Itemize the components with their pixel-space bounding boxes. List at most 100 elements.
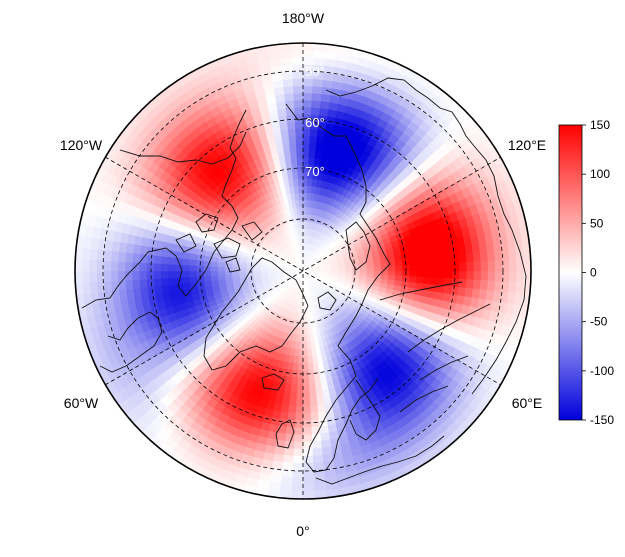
field-cell	[316, 398, 324, 406]
field-cell	[312, 100, 321, 108]
field-cell	[367, 267, 374, 271]
field-cell	[310, 399, 317, 407]
field-cell	[309, 143, 316, 151]
field-cell	[161, 256, 169, 264]
field-cell	[417, 265, 424, 271]
field-cell	[313, 455, 323, 463]
field-cell	[189, 277, 197, 283]
field-cell	[297, 157, 303, 164]
field-cell	[312, 93, 322, 101]
field-cell	[283, 79, 293, 87]
colorbar-tick-label: 150	[590, 118, 610, 132]
field-cell	[189, 265, 196, 271]
field-cell	[524, 271, 531, 283]
field-cell	[388, 271, 395, 276]
field-cell	[396, 271, 403, 276]
field-cell	[303, 492, 315, 499]
field-cell	[374, 267, 381, 271]
field-cell	[168, 264, 175, 271]
field-cell	[154, 255, 162, 263]
field-cell	[289, 136, 296, 144]
field-cell	[294, 93, 303, 100]
field-cell	[459, 254, 467, 263]
field-cell	[516, 271, 523, 283]
field-cell	[89, 260, 96, 271]
field-cell	[303, 406, 310, 413]
field-cell	[182, 271, 189, 277]
field-cell	[298, 178, 303, 185]
field-cell	[161, 285, 169, 293]
field-cell	[312, 448, 322, 456]
field-cell	[310, 413, 318, 421]
field-cell	[452, 271, 459, 279]
field-cell	[480, 280, 488, 290]
lon-label-120E: 120°E	[508, 137, 546, 153]
field-cell	[293, 72, 303, 79]
field-cell	[431, 271, 438, 278]
field-cell	[282, 462, 293, 470]
colorbar-tick-label: 0	[590, 266, 597, 280]
field-cell	[309, 150, 316, 158]
field-cell	[473, 280, 481, 290]
field-cell	[313, 79, 323, 87]
field-cell	[293, 171, 299, 178]
field-cell	[296, 129, 303, 136]
field-cell	[111, 271, 118, 281]
field-cell	[315, 384, 322, 392]
field-cell	[298, 364, 303, 371]
field-cell	[303, 342, 307, 349]
field-cell	[287, 413, 295, 421]
field-cell	[388, 266, 395, 271]
field-cell	[445, 263, 452, 271]
field-cell	[287, 122, 295, 130]
field-cell	[82, 282, 90, 294]
field-cell	[295, 420, 303, 427]
field-cell	[309, 377, 315, 385]
field-cell	[288, 406, 296, 414]
field-cell	[292, 477, 303, 484]
field-cell	[494, 281, 502, 292]
field-cell	[146, 263, 153, 271]
field-cell	[291, 43, 303, 50]
field-cell	[296, 136, 303, 143]
field-cell	[291, 484, 303, 491]
field-cell	[424, 271, 431, 278]
field-cell	[189, 259, 197, 265]
field-cell	[210, 266, 217, 271]
field-cell	[312, 86, 322, 94]
field-cell	[292, 57, 303, 64]
field-cell	[296, 392, 303, 399]
field-cell	[317, 270, 324, 271]
lon-label-180: 180°W	[282, 10, 325, 26]
field-cell	[288, 129, 296, 137]
field-cell	[360, 268, 367, 271]
field-cell	[309, 384, 316, 392]
colorbar-tick-label: -150	[590, 413, 614, 427]
field-cell	[303, 107, 312, 114]
field-cell	[467, 262, 474, 271]
field-cell	[311, 420, 320, 428]
field-cell	[296, 399, 303, 406]
field-cell	[118, 252, 126, 262]
field-cell	[298, 171, 303, 178]
field-cell	[168, 257, 176, 264]
field-cell	[488, 271, 495, 281]
field-cell	[296, 406, 303, 413]
field-cell	[300, 214, 303, 221]
field-cell	[374, 271, 381, 275]
field-cell	[278, 419, 287, 427]
field-cell	[299, 186, 303, 193]
field-cell	[283, 455, 293, 463]
field-cell	[293, 456, 303, 463]
field-cell	[225, 275, 232, 279]
field-cell	[311, 107, 320, 115]
field-cell	[284, 448, 294, 456]
field-cell	[416, 252, 424, 259]
field-cell	[293, 79, 303, 86]
field-cell	[111, 251, 119, 261]
field-cell	[430, 250, 438, 258]
field-cell	[445, 278, 453, 286]
field-cell	[146, 279, 154, 288]
field-cell	[488, 261, 495, 271]
field-cell	[431, 264, 438, 271]
